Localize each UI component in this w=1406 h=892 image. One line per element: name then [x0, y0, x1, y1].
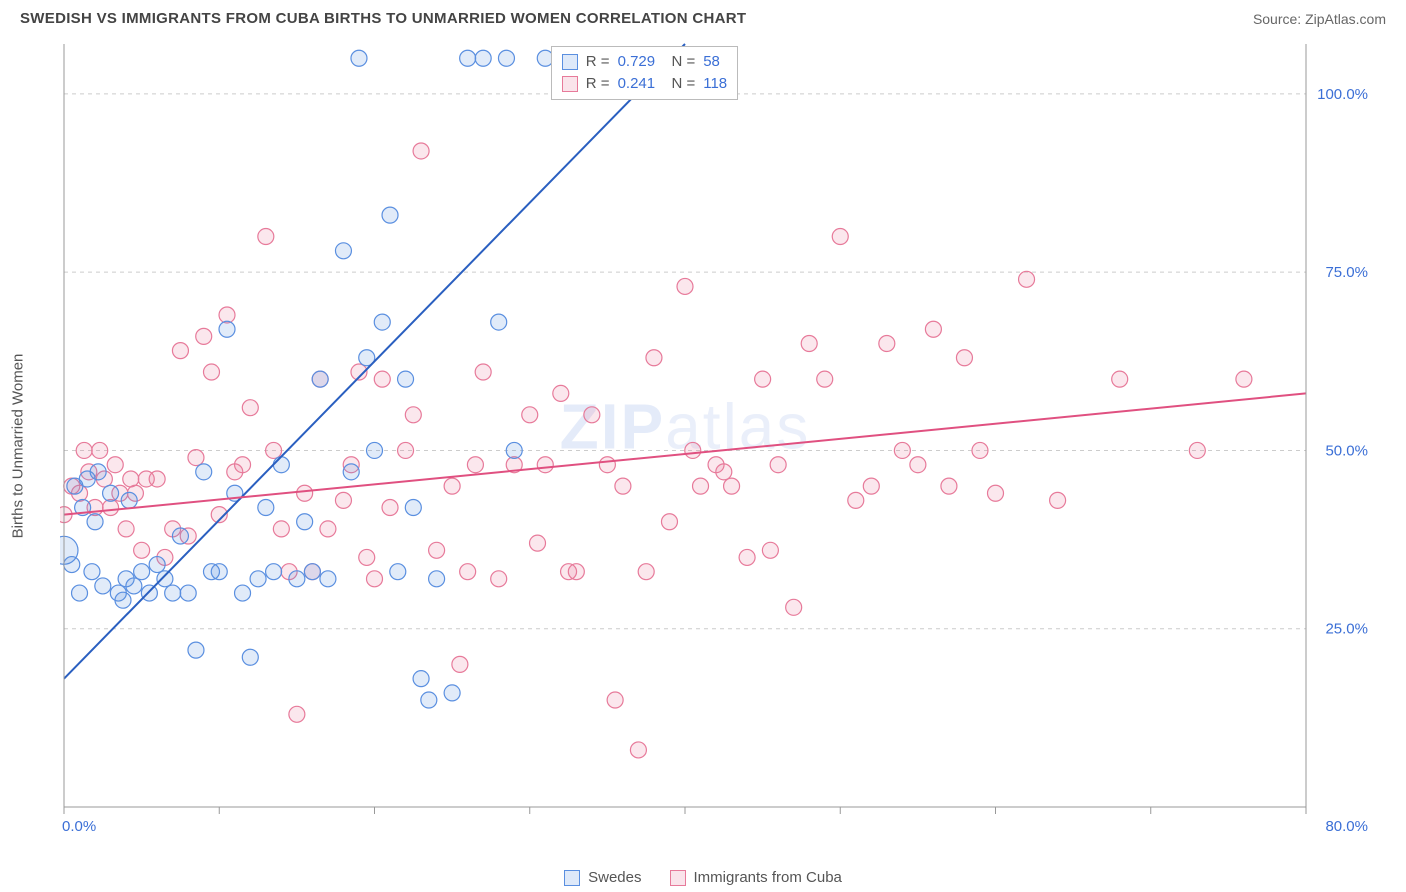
svg-text:0.0%: 0.0%: [62, 818, 96, 835]
legend-item-cuba: Immigrants from Cuba: [670, 869, 842, 886]
chart-area: 25.0%50.0%75.0%100.0%ZIPatlas0.0%80.0%: [60, 40, 1376, 837]
swatch-icon: [564, 870, 580, 886]
stat-value: 58: [703, 51, 720, 73]
stat-value: 0.729: [618, 51, 656, 73]
y-axis-label: Births to Unmarried Women: [10, 354, 27, 539]
swatch-icon: [562, 76, 578, 92]
stat-label: R =: [586, 51, 610, 73]
header: SWEDISH VS IMMIGRANTS FROM CUBA BIRTHS T…: [0, 0, 1406, 33]
svg-text:75.0%: 75.0%: [1325, 264, 1368, 281]
svg-text:100.0%: 100.0%: [1317, 86, 1368, 103]
legend-label: Swedes: [588, 869, 641, 886]
stat-value: 118: [703, 73, 727, 95]
source-attribution: Source: ZipAtlas.com: [1253, 11, 1386, 27]
legend-label: Immigrants from Cuba: [694, 869, 842, 886]
correlation-legend: R = 0.729 N = 58 R = 0.241 N = 118: [551, 46, 738, 100]
swatch-icon: [670, 870, 686, 886]
legend-item-swedes: Swedes: [564, 869, 641, 886]
chart-title: SWEDISH VS IMMIGRANTS FROM CUBA BIRTHS T…: [20, 10, 746, 27]
stat-label: N =: [663, 51, 695, 73]
swatch-icon: [562, 54, 578, 70]
svg-text:50.0%: 50.0%: [1325, 442, 1368, 459]
svg-text:80.0%: 80.0%: [1325, 818, 1368, 835]
svg-text:25.0%: 25.0%: [1325, 621, 1368, 638]
series-legend: Swedes Immigrants from Cuba: [0, 869, 1406, 886]
correlation-row: R = 0.241 N = 118: [562, 73, 727, 95]
stat-label: N =: [663, 73, 695, 95]
scatter-chart: 25.0%50.0%75.0%100.0%ZIPatlas0.0%80.0%: [60, 40, 1376, 837]
stat-value: 0.241: [618, 73, 656, 95]
stat-label: R =: [586, 73, 610, 95]
correlation-row: R = 0.729 N = 58: [562, 51, 727, 73]
